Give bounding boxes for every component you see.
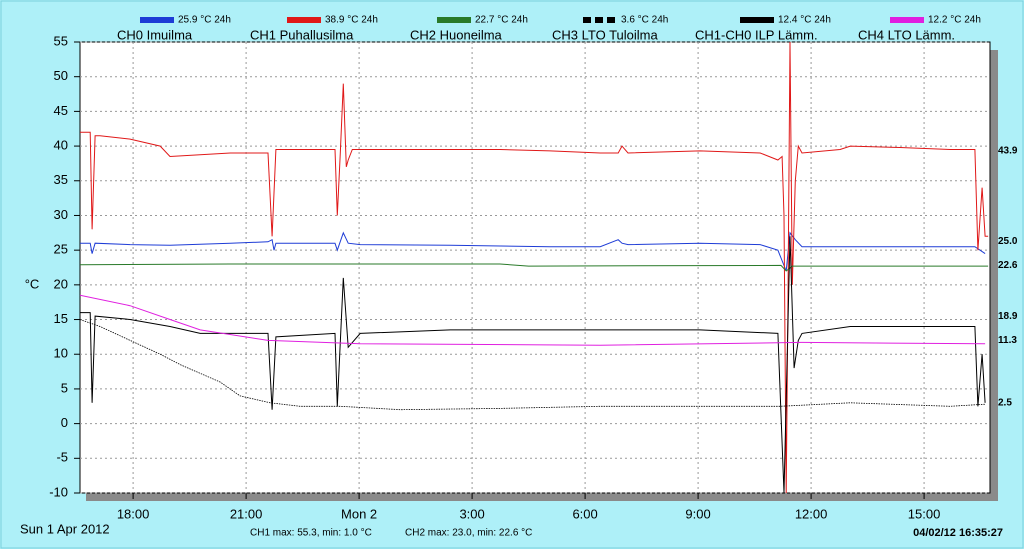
right-label: 2.5 [998, 397, 1012, 408]
legend-name: CH3 LTO Tuloilma [552, 27, 658, 42]
legend-value: 12.4 °C 24h [778, 15, 831, 26]
legend-name: CH0 Imuilma [117, 27, 193, 42]
right-label: 11.3 [998, 335, 1017, 346]
y-tick-label: 50 [54, 68, 68, 83]
y-tick-label: 35 [54, 172, 68, 187]
legend-value: 22.7 °C 24h [475, 15, 528, 26]
date-label: Sun 1 Apr 2012 [20, 521, 110, 536]
y-tick-label: 5 [61, 380, 68, 395]
x-tick-label: Mon 2 [341, 506, 377, 521]
y-tick-label: 30 [54, 207, 68, 222]
series-line [79, 263, 989, 272]
x-tick-label: 21:00 [230, 506, 263, 521]
legend-name: CH4 LTO Lämm. [858, 27, 955, 42]
footer-stat: CH1 max: 55.3, min: 1.0 °C [250, 528, 372, 539]
series-line [80, 236, 986, 494]
series-line [79, 294, 986, 346]
legend-name: CH1-CH0 ILP Lämm. [695, 27, 818, 42]
y-tick-label: 25 [54, 242, 68, 257]
footer-stat: CH2 max: 23.0, min: 22.6 °C [405, 528, 532, 539]
shadow [990, 50, 998, 501]
y-tick-label: 40 [54, 138, 68, 153]
y-tick-label: -5 [56, 450, 68, 465]
legend-value: 38.9 °C 24h [325, 15, 378, 26]
y-tick-label: -10 [49, 484, 68, 499]
y-tick-label: 45 [54, 103, 68, 118]
y-tick-label: 0 [61, 415, 68, 430]
legend-value: 3.6 °C 24h [621, 15, 668, 26]
y-axis-label: °C [25, 276, 40, 291]
series-line [80, 41, 989, 494]
series-line [79, 319, 986, 411]
plot-area [79, 41, 991, 494]
right-label: 18.9 [998, 311, 1018, 322]
legend-name: CH2 Huoneilma [410, 27, 503, 42]
y-tick-label: 55 [54, 33, 68, 48]
legend-value: 25.9 °C 24h [178, 15, 231, 26]
right-label: 43.9 [998, 146, 1018, 157]
right-label: 22.6 [998, 260, 1018, 271]
y-tick-label: 10 [54, 346, 68, 361]
legend-name: CH1 Puhallusilma [250, 27, 354, 42]
x-tick-label: 15:00 [908, 506, 941, 521]
y-tick-label: 15 [54, 311, 68, 326]
x-tick-label: 18:00 [117, 506, 150, 521]
shadow [86, 493, 998, 501]
x-tick-label: 9:00 [685, 506, 710, 521]
x-tick-label: 6:00 [572, 506, 597, 521]
legend-value: 12.2 °C 24h [928, 15, 981, 26]
timestamp: 04/02/12 16:35:27 [913, 527, 1003, 539]
x-tick-label: 3:00 [459, 506, 484, 521]
x-tick-label: 12:00 [795, 506, 828, 521]
y-tick-label: 20 [54, 276, 68, 291]
right-label: 25.0 [998, 236, 1018, 247]
